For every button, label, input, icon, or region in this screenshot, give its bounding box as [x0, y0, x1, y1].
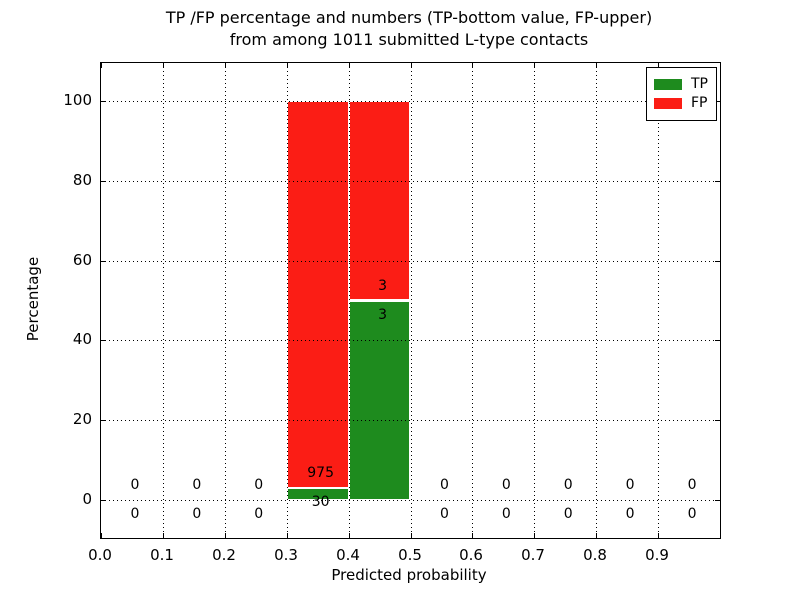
legend: TP FP [646, 67, 717, 121]
v-gridline [534, 63, 536, 538]
tp-bar-segment [348, 300, 411, 501]
tp-count-label: 0 [501, 506, 511, 523]
x-tick-mark-top [472, 63, 474, 68]
x-tick-mark [224, 533, 226, 538]
x-tick-mark [472, 533, 474, 538]
fp-count-label: 0 [563, 477, 573, 494]
x-tick-label: 0.0 [88, 546, 112, 564]
legend-label-fp: FP [691, 95, 708, 111]
tp-count-label: 0 [625, 506, 635, 523]
x-tick-mark [162, 533, 164, 538]
y-tick-mark-right [715, 500, 720, 502]
x-tick-mark-top [658, 63, 660, 68]
y-tick-label: 100 [63, 91, 92, 109]
fp-count-label: 0 [687, 477, 697, 494]
x-tick-mark [658, 533, 660, 538]
y-tick-mark-right [715, 180, 720, 182]
fp-count-label: 0 [625, 477, 635, 494]
y-tick-label: 80 [72, 171, 92, 189]
x-tick-mark-top [596, 63, 598, 68]
x-tick-label: 0.6 [459, 546, 483, 564]
x-tick-mark-top [101, 63, 102, 68]
tp-count-label: 0 [130, 506, 140, 523]
tp-color-swatch [654, 79, 682, 90]
x-tick-label: 0.9 [645, 546, 669, 564]
y-tick-label: 20 [72, 410, 92, 428]
plot-area: TP FP 0 0 0 0 0 0 975 30 3 3 0 0 0 0 0 0 0 0 0 0 [100, 62, 721, 539]
y-tick-mark [101, 180, 106, 182]
v-gridline [286, 63, 288, 538]
chart-title-line-2: from among 1011 submitted L-type contact… [229, 30, 589, 49]
x-tick-mark [410, 533, 412, 538]
x-tick-mark-top [286, 63, 288, 68]
legend-label-tp: TP [691, 76, 708, 92]
y-tick-mark [101, 500, 106, 502]
y-tick-mark-right [715, 100, 720, 102]
y-tick-label: 40 [72, 330, 92, 348]
x-tick-mark [348, 533, 350, 538]
x-tick-label: 0.1 [150, 546, 174, 564]
y-tick-label: 60 [72, 251, 92, 269]
x-tick-label: 0.2 [212, 546, 236, 564]
fp-count-label: 0 [130, 477, 140, 494]
tp-count-label: 0 [563, 506, 573, 523]
v-gridline [658, 63, 660, 538]
x-tick-mark [286, 533, 288, 538]
y-tick-mark [101, 420, 106, 422]
legend-item-tp: TP [654, 76, 708, 93]
x-tick-mark-top [162, 63, 164, 68]
x-tick-label: 0.4 [336, 546, 360, 564]
tp-count-label: 0 [687, 506, 697, 523]
fp-count-label: 975 [307, 465, 335, 482]
x-tick-mark [596, 533, 598, 538]
fp-bar-segment [348, 100, 411, 301]
x-tick-mark-top [534, 63, 536, 68]
x-tick-mark-top [224, 63, 226, 68]
y-tick-mark-right [715, 420, 720, 422]
tp-count-label: 0 [439, 506, 449, 523]
y-tick-mark-right [715, 340, 720, 342]
fp-bar-segment [286, 100, 349, 489]
fp-count-label: 0 [501, 477, 511, 494]
legend-item-fp: FP [654, 95, 708, 112]
v-gridline [410, 63, 412, 538]
x-tick-mark-top [348, 63, 350, 68]
v-gridline [162, 63, 164, 538]
x-axis-label: Predicted probability [331, 566, 487, 584]
tp-count-label: 3 [378, 306, 388, 323]
chart-title-line-1: TP /FP percentage and numbers (TP-bottom… [165, 8, 653, 27]
y-tick-mark [101, 340, 106, 342]
x-tick-label: 0.3 [274, 546, 298, 564]
v-gridline [224, 63, 226, 538]
tp-count-label: 30 [311, 494, 330, 511]
v-gridline [596, 63, 598, 538]
fp-count-label: 0 [254, 477, 264, 494]
tp-count-label: 0 [192, 506, 202, 523]
x-tick-label: 0.8 [583, 546, 607, 564]
y-tick-label: 0 [82, 490, 92, 508]
tp-count-label: 0 [254, 506, 264, 523]
x-tick-mark-top [410, 63, 412, 68]
fp-count-label: 0 [192, 477, 202, 494]
fp-color-swatch [654, 98, 682, 109]
x-tick-label: 0.5 [398, 546, 422, 564]
y-tick-mark [101, 260, 106, 262]
x-tick-label: 0.7 [521, 546, 545, 564]
x-tick-mark [534, 533, 536, 538]
y-tick-mark [101, 100, 106, 102]
fp-count-label: 3 [378, 277, 388, 294]
y-tick-mark-right [715, 260, 720, 262]
x-tick-mark [101, 533, 102, 538]
v-gridline [472, 63, 474, 538]
fp-count-label: 0 [439, 477, 449, 494]
v-gridline [348, 63, 350, 538]
